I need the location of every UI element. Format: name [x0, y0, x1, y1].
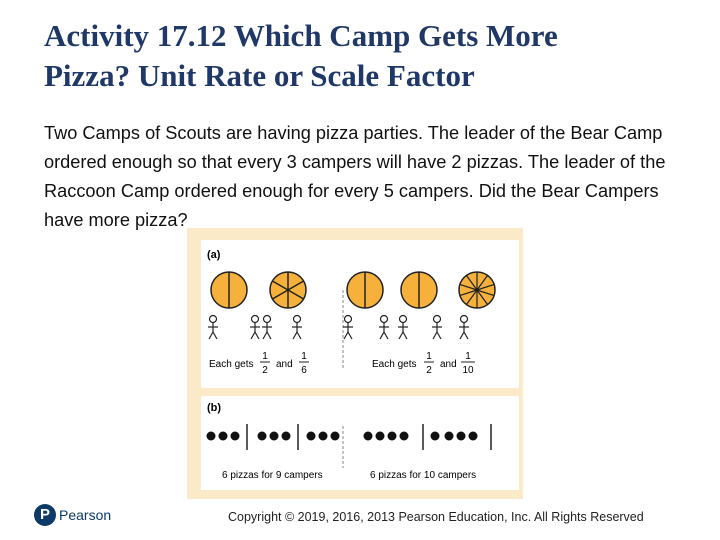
pizza-left-1 [210, 271, 248, 309]
pizza-diagram: (a) (b) [201, 240, 519, 490]
problem-text: Two Camps of Scouts are having pizza par… [44, 123, 666, 230]
right-frac2-den: 10 [462, 365, 474, 376]
panel-a-label: (a) [207, 249, 221, 261]
pizza-dot [430, 431, 440, 441]
panel-b-label: (b) [207, 402, 221, 414]
left-caption-b: 6 pizzas for 9 campers [222, 470, 323, 481]
right-each-gets: Each gets [372, 359, 416, 370]
pearson-logo-text: Pearson [59, 507, 112, 523]
pizza-dot [269, 431, 279, 441]
pizza-dot [318, 431, 328, 441]
camper-icon [432, 314, 442, 340]
right-frac2-num: 1 [465, 351, 471, 362]
pizza-dot [363, 431, 373, 441]
pizza-figure: (a) (b) [187, 228, 523, 499]
right-caption-b: 6 pizzas for 10 campers [370, 470, 476, 481]
campers-left [208, 314, 302, 340]
camper-icon [343, 314, 353, 340]
left-frac2-num: 1 [301, 351, 307, 362]
dot-row-left [206, 424, 340, 450]
copyright-notice: Copyright © 2019, 2016, 2013 Pearson Edu… [228, 510, 644, 524]
slide-title-line-1: Activity 17.12 Which Camp Gets More [44, 18, 558, 53]
panel-a-background [201, 240, 519, 388]
pizza-dot [257, 431, 267, 441]
left-each-gets: Each gets [209, 359, 253, 370]
pizza-right-1 [346, 271, 384, 309]
pizza-left-2 [269, 271, 307, 309]
pearson-logo-mark: P [34, 504, 56, 526]
pizza-dot [306, 431, 316, 441]
left-frac1-num: 1 [262, 351, 268, 362]
pearson-logo: P Pearson [34, 504, 111, 526]
pizza-dot [468, 431, 478, 441]
pizza-dot [375, 431, 385, 441]
left-frac1-den: 2 [262, 365, 268, 376]
camper-icon [379, 314, 389, 340]
pizza-dot [281, 431, 291, 441]
camper-icon [250, 314, 260, 340]
pizza-dot [330, 431, 340, 441]
slide-title: Activity 17.12 Which Camp Gets More Pizz… [44, 16, 684, 96]
dot-row-right [363, 424, 492, 450]
pizza-dot [399, 431, 409, 441]
camper-icon [262, 314, 272, 340]
campers-right [343, 314, 469, 340]
pizza-right-2 [400, 271, 438, 309]
panel-b-background [201, 396, 519, 490]
pizza-dot [206, 431, 216, 441]
pizza-dot [456, 431, 466, 441]
left-and: and [276, 359, 293, 370]
camper-icon [459, 314, 469, 340]
left-frac2-den: 6 [301, 365, 307, 376]
pizza-right-3 [458, 271, 496, 309]
right-and: and [440, 359, 457, 370]
slide-title-line-2: Pizza? Unit Rate or Scale Factor [44, 58, 475, 93]
pizza-dot [218, 431, 228, 441]
pizza-dot [444, 431, 454, 441]
camper-icon [398, 314, 408, 340]
camper-icon [208, 314, 218, 340]
pizza-dot [387, 431, 397, 441]
right-frac1-num: 1 [426, 351, 432, 362]
pizza-dot [230, 431, 240, 441]
right-frac1-den: 2 [426, 365, 432, 376]
camper-icon [292, 314, 302, 340]
